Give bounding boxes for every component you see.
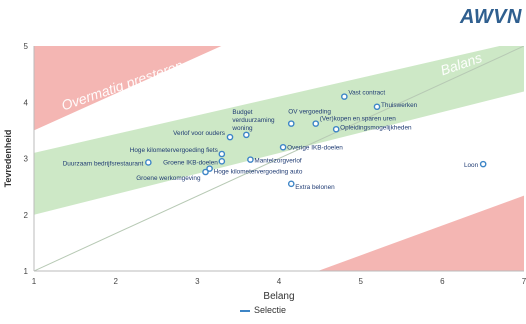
- y-axis-label: Tevredenheid: [3, 130, 13, 188]
- data-point: [218, 150, 226, 158]
- y-tick-label: 3: [24, 155, 29, 164]
- legend: Selectie: [0, 305, 526, 315]
- data-label: (Ver)kopen en sparen uren: [320, 116, 396, 123]
- x-tick-label: 3: [195, 277, 200, 286]
- data-label: Hoge kilometervergoeding fiets: [130, 147, 218, 154]
- data-point: [287, 120, 295, 127]
- data-point: [206, 165, 213, 172]
- data-label: Mantelzorgverlof: [254, 158, 301, 165]
- data-layer: Vast contract Thuiswerken OV vergoeding(Ve…: [63, 90, 487, 191]
- data-label: Extra belonen: [295, 184, 335, 191]
- data-label: Loon: [464, 162, 479, 169]
- legend-label: Selectie: [253, 305, 287, 315]
- data-point: [287, 180, 295, 188]
- y-tick-label: 2: [24, 211, 29, 220]
- data-label: Groene IKB-doelen: [163, 159, 218, 166]
- x-tick-label: 2: [113, 277, 118, 286]
- data-point: [341, 93, 348, 100]
- zone-ondermaats: [317, 195, 524, 271]
- axes-layer: 1 2 3 4 5 6 7 1 2 3 4 5: [24, 42, 526, 286]
- balance-diagonal: [34, 46, 524, 271]
- zone-balans: [34, 46, 524, 215]
- data-point: [226, 133, 234, 141]
- x-axis-label: Belang: [263, 291, 294, 302]
- x-tick-label: 5: [358, 277, 363, 286]
- data-point: [279, 143, 287, 151]
- y-tick-label: 1: [24, 267, 29, 276]
- x-tick-label: 1: [32, 277, 37, 286]
- x-tick-label: 6: [440, 277, 445, 286]
- x-tick-label: 4: [277, 277, 282, 286]
- data-label: Budget verduurzaming woning: [231, 109, 275, 132]
- data-label: Duurzaam bedrijfsrestaurant: [63, 160, 144, 167]
- data-label: Thuiswerken: [381, 102, 418, 109]
- data-label: Verlof voor ouders: [173, 130, 225, 137]
- data-point: [312, 120, 320, 127]
- zone-overmatig: [34, 46, 222, 131]
- data-point: [247, 156, 254, 163]
- data-label: Groene werkomgeving: [136, 175, 201, 182]
- data-point: [373, 103, 381, 111]
- data-point: [479, 160, 487, 168]
- y-tick-label: 5: [24, 42, 29, 51]
- awvn-logo: AWVN: [460, 6, 522, 28]
- data-label: OV vergoeding: [288, 109, 331, 116]
- data-label: Vast contract: [348, 90, 385, 97]
- y-tick-label: 4: [24, 98, 29, 107]
- data-point: [332, 125, 340, 133]
- data-point: [218, 158, 226, 165]
- data-point: [243, 131, 250, 139]
- legend-swatch: [239, 309, 250, 312]
- data-point: [145, 159, 152, 166]
- data-label: Overige IKB-doelen: [287, 144, 343, 151]
- data-label: Opleidingsmogelijkheden: [340, 124, 412, 131]
- x-tick-label: 7: [522, 277, 526, 286]
- data-point: [202, 168, 209, 176]
- data-label: Hoge kilometervergoeding auto: [214, 169, 303, 176]
